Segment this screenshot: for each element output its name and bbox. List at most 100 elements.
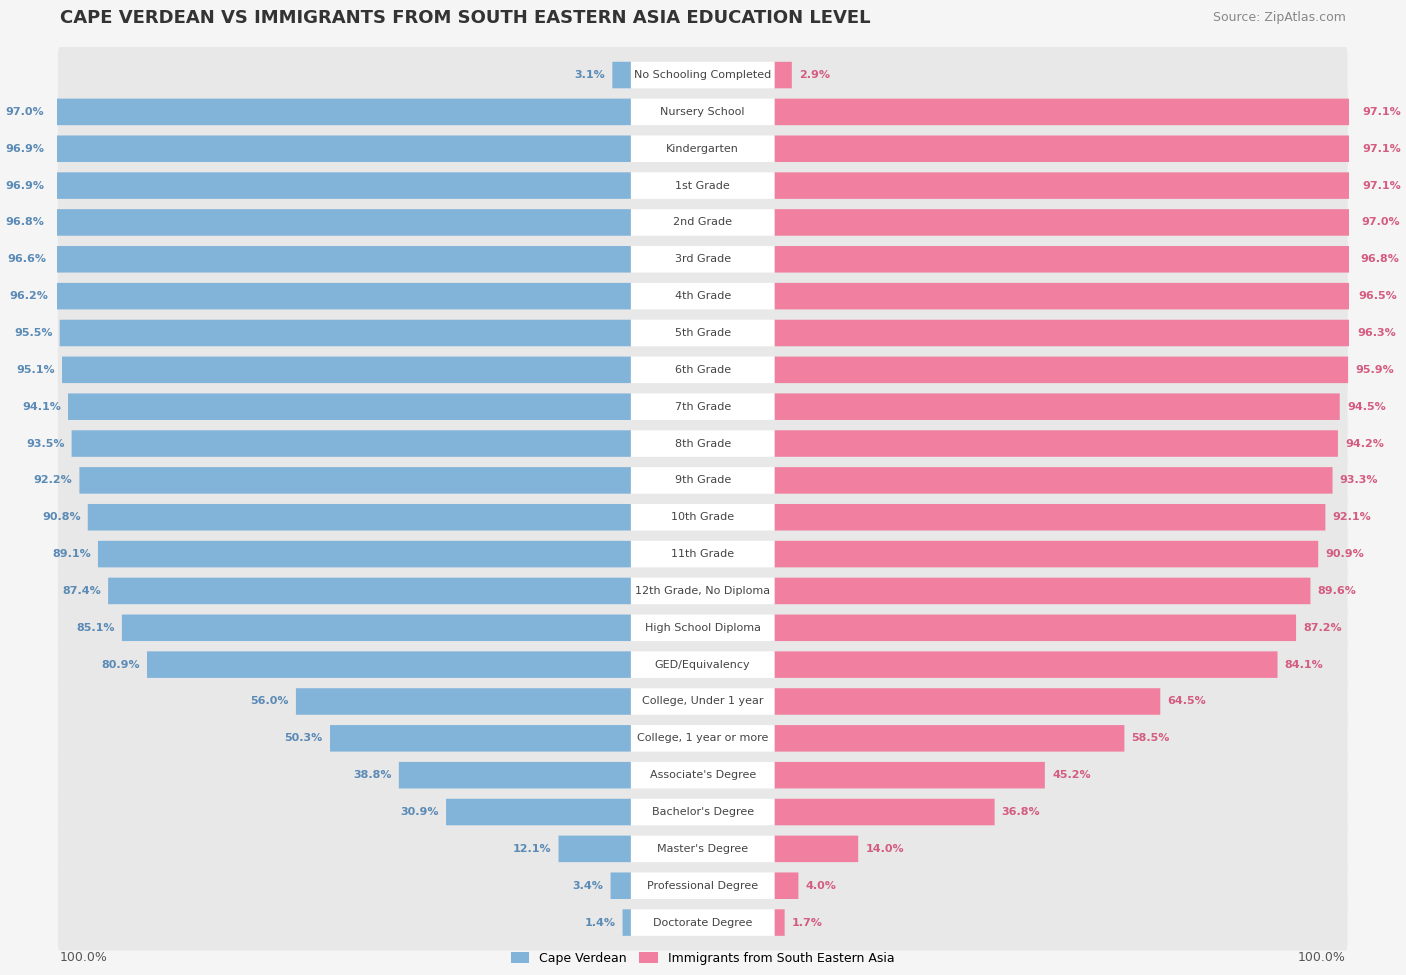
FancyBboxPatch shape bbox=[58, 489, 1347, 545]
Text: 87.4%: 87.4% bbox=[62, 586, 101, 596]
Text: 8th Grade: 8th Grade bbox=[675, 439, 731, 448]
FancyBboxPatch shape bbox=[631, 614, 775, 641]
FancyBboxPatch shape bbox=[775, 394, 1340, 420]
Text: 3.4%: 3.4% bbox=[572, 880, 603, 891]
Text: 93.5%: 93.5% bbox=[25, 439, 65, 448]
FancyBboxPatch shape bbox=[58, 378, 1347, 435]
FancyBboxPatch shape bbox=[55, 283, 631, 309]
Text: College, Under 1 year: College, Under 1 year bbox=[643, 696, 763, 707]
FancyBboxPatch shape bbox=[775, 688, 1160, 715]
FancyBboxPatch shape bbox=[58, 600, 1347, 656]
FancyBboxPatch shape bbox=[631, 61, 775, 89]
FancyBboxPatch shape bbox=[51, 136, 631, 162]
FancyBboxPatch shape bbox=[631, 504, 775, 530]
FancyBboxPatch shape bbox=[446, 799, 631, 825]
FancyBboxPatch shape bbox=[295, 688, 631, 715]
Text: 100.0%: 100.0% bbox=[1298, 951, 1346, 964]
FancyBboxPatch shape bbox=[79, 467, 631, 493]
Text: 1.7%: 1.7% bbox=[792, 917, 823, 927]
FancyBboxPatch shape bbox=[631, 836, 775, 862]
FancyBboxPatch shape bbox=[775, 873, 799, 899]
FancyBboxPatch shape bbox=[631, 577, 775, 604]
Text: 100.0%: 100.0% bbox=[59, 951, 107, 964]
Text: 38.8%: 38.8% bbox=[353, 770, 392, 780]
FancyBboxPatch shape bbox=[631, 467, 775, 493]
FancyBboxPatch shape bbox=[58, 895, 1347, 951]
FancyBboxPatch shape bbox=[58, 47, 1347, 103]
FancyBboxPatch shape bbox=[58, 526, 1347, 582]
FancyBboxPatch shape bbox=[58, 415, 1347, 472]
Text: 2.9%: 2.9% bbox=[799, 70, 830, 80]
Text: 9th Grade: 9th Grade bbox=[675, 476, 731, 486]
Text: 84.1%: 84.1% bbox=[1285, 660, 1323, 670]
FancyBboxPatch shape bbox=[631, 541, 775, 567]
Text: 96.9%: 96.9% bbox=[6, 180, 44, 190]
Text: 5th Grade: 5th Grade bbox=[675, 328, 731, 338]
FancyBboxPatch shape bbox=[775, 577, 1310, 604]
Text: 3.1%: 3.1% bbox=[575, 70, 605, 80]
Text: 92.1%: 92.1% bbox=[1333, 512, 1371, 523]
FancyBboxPatch shape bbox=[775, 173, 1355, 199]
FancyBboxPatch shape bbox=[775, 651, 1278, 678]
FancyBboxPatch shape bbox=[623, 910, 631, 936]
FancyBboxPatch shape bbox=[98, 541, 631, 567]
Text: 95.1%: 95.1% bbox=[17, 365, 55, 374]
Text: Master's Degree: Master's Degree bbox=[657, 844, 748, 854]
Text: 89.6%: 89.6% bbox=[1317, 586, 1357, 596]
FancyBboxPatch shape bbox=[58, 784, 1347, 840]
FancyBboxPatch shape bbox=[51, 98, 631, 125]
FancyBboxPatch shape bbox=[631, 246, 775, 273]
Text: 94.2%: 94.2% bbox=[1346, 439, 1384, 448]
Text: 1st Grade: 1st Grade bbox=[675, 180, 730, 190]
FancyBboxPatch shape bbox=[122, 614, 631, 641]
FancyBboxPatch shape bbox=[631, 873, 775, 899]
Text: Source: ZipAtlas.com: Source: ZipAtlas.com bbox=[1213, 12, 1346, 24]
FancyBboxPatch shape bbox=[58, 158, 1347, 214]
FancyBboxPatch shape bbox=[631, 394, 775, 420]
Text: 30.9%: 30.9% bbox=[401, 807, 439, 817]
Text: GED/Equivalency: GED/Equivalency bbox=[655, 660, 751, 670]
FancyBboxPatch shape bbox=[631, 725, 775, 752]
Text: 2nd Grade: 2nd Grade bbox=[673, 217, 733, 227]
FancyBboxPatch shape bbox=[775, 357, 1348, 383]
Text: 97.1%: 97.1% bbox=[1362, 107, 1402, 117]
FancyBboxPatch shape bbox=[631, 136, 775, 162]
FancyBboxPatch shape bbox=[610, 873, 631, 899]
Text: 97.1%: 97.1% bbox=[1362, 180, 1402, 190]
Text: 96.9%: 96.9% bbox=[6, 143, 44, 154]
FancyBboxPatch shape bbox=[58, 84, 1347, 139]
Text: 96.6%: 96.6% bbox=[7, 254, 46, 264]
Text: Doctorate Degree: Doctorate Degree bbox=[652, 917, 752, 927]
Text: 64.5%: 64.5% bbox=[1167, 696, 1206, 707]
FancyBboxPatch shape bbox=[775, 136, 1355, 162]
FancyBboxPatch shape bbox=[58, 268, 1347, 324]
Text: 89.1%: 89.1% bbox=[52, 549, 91, 559]
Text: 1.4%: 1.4% bbox=[585, 917, 616, 927]
FancyBboxPatch shape bbox=[58, 711, 1347, 766]
Text: Kindergarten: Kindergarten bbox=[666, 143, 740, 154]
Text: 96.3%: 96.3% bbox=[1358, 328, 1396, 338]
FancyBboxPatch shape bbox=[58, 858, 1347, 914]
FancyBboxPatch shape bbox=[775, 836, 858, 862]
FancyBboxPatch shape bbox=[108, 577, 631, 604]
FancyBboxPatch shape bbox=[87, 504, 631, 530]
FancyBboxPatch shape bbox=[58, 231, 1347, 288]
FancyBboxPatch shape bbox=[775, 799, 994, 825]
FancyBboxPatch shape bbox=[67, 394, 631, 420]
FancyBboxPatch shape bbox=[631, 799, 775, 825]
FancyBboxPatch shape bbox=[631, 283, 775, 309]
FancyBboxPatch shape bbox=[775, 283, 1351, 309]
FancyBboxPatch shape bbox=[148, 651, 631, 678]
Text: 7th Grade: 7th Grade bbox=[675, 402, 731, 411]
Text: 45.2%: 45.2% bbox=[1052, 770, 1091, 780]
Text: 93.3%: 93.3% bbox=[1340, 476, 1378, 486]
Text: 96.5%: 96.5% bbox=[1358, 292, 1398, 301]
Text: 11th Grade: 11th Grade bbox=[671, 549, 734, 559]
Text: 14.0%: 14.0% bbox=[865, 844, 904, 854]
Text: 58.5%: 58.5% bbox=[1132, 733, 1170, 743]
Text: 90.9%: 90.9% bbox=[1326, 549, 1364, 559]
FancyBboxPatch shape bbox=[558, 836, 631, 862]
Text: Associate's Degree: Associate's Degree bbox=[650, 770, 756, 780]
FancyBboxPatch shape bbox=[58, 821, 1347, 877]
FancyBboxPatch shape bbox=[775, 210, 1355, 236]
